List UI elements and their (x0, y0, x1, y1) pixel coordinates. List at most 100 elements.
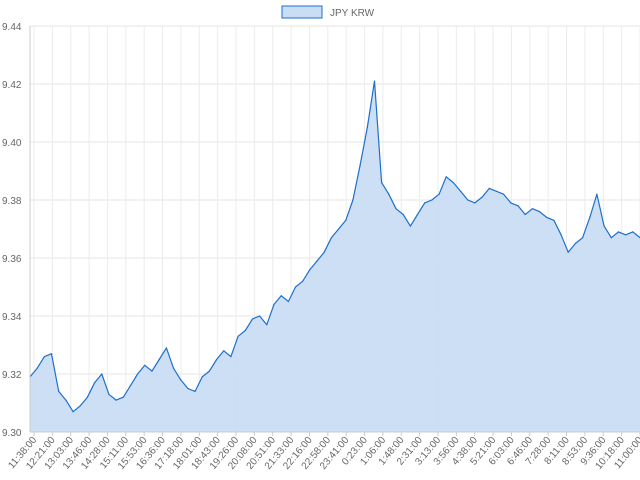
data-point (129, 385, 132, 387)
data-point (50, 353, 53, 355)
data-point (373, 80, 376, 82)
data-point (431, 199, 433, 201)
data-point (460, 190, 462, 192)
data-point (338, 228, 340, 230)
y-tick-label: 9.34 (2, 312, 22, 323)
data-point (251, 318, 254, 320)
legend-swatch (281, 5, 323, 19)
data-point (79, 405, 81, 407)
data-point (531, 208, 534, 210)
data-point (237, 335, 239, 337)
data-point (194, 390, 196, 392)
data-point (165, 347, 167, 349)
y-tick-label: 9.44 (2, 22, 22, 33)
y-tick-label: 9.36 (2, 254, 22, 265)
data-point (524, 213, 526, 216)
data-point (172, 367, 175, 369)
data-point (115, 399, 117, 401)
data-point (424, 202, 426, 204)
data-point (158, 358, 160, 361)
data-point (122, 396, 124, 398)
data-point (474, 202, 476, 204)
data-point (302, 280, 304, 282)
data-point (108, 393, 110, 395)
legend[interactable]: JPY KRW (281, 5, 375, 19)
data-point (625, 234, 627, 236)
data-point (230, 356, 232, 358)
data-point (574, 242, 577, 245)
data-point (216, 358, 218, 361)
data-point (223, 350, 225, 352)
data-point (58, 390, 60, 392)
y-tick-label: 9.38 (2, 196, 22, 207)
y-tick-label: 9.40 (2, 138, 22, 149)
data-point (208, 370, 210, 372)
data-point (560, 234, 562, 236)
data-point (294, 286, 297, 288)
data-point (402, 213, 404, 216)
data-point (266, 324, 268, 326)
data-point (101, 373, 103, 375)
data-point (309, 269, 311, 271)
data-point (416, 213, 419, 216)
data-point (438, 193, 440, 195)
series-area-fill (30, 81, 640, 432)
data-point (481, 196, 483, 198)
data-point (409, 225, 411, 227)
data-point (352, 199, 354, 201)
data-point (330, 237, 332, 239)
data-point (259, 315, 261, 317)
data-point (553, 219, 555, 221)
data-point (589, 216, 591, 218)
data-point (86, 396, 88, 398)
data-point (582, 237, 584, 239)
data-point (503, 193, 505, 195)
data-point (316, 260, 318, 262)
data-point (617, 231, 620, 233)
data-point (495, 190, 498, 192)
y-tick-label: 9.32 (2, 370, 22, 381)
data-point (72, 411, 74, 413)
data-point (596, 193, 598, 195)
y-tick-label: 9.30 (2, 428, 22, 439)
data-point (244, 329, 246, 332)
data-point (323, 251, 325, 253)
data-point (65, 399, 67, 401)
data-point (632, 231, 634, 233)
y-tick-label: 9.42 (2, 80, 22, 91)
data-point (43, 356, 46, 358)
series-line (29, 80, 640, 413)
legend-label: JPY KRW (330, 8, 375, 19)
data-point (395, 208, 397, 210)
data-point (287, 300, 289, 303)
data-point (187, 387, 189, 390)
data-point (610, 237, 612, 239)
data-point (467, 199, 469, 201)
data-point (510, 202, 512, 204)
data-point (603, 225, 605, 227)
data-point (36, 367, 38, 369)
data-point (366, 126, 368, 129)
data-point (452, 182, 454, 184)
series-area (29, 80, 640, 432)
data-point (144, 364, 146, 366)
data-point (567, 251, 569, 253)
data-point (381, 182, 383, 184)
data-point (201, 376, 203, 378)
data-point (180, 379, 182, 381)
data-point (137, 373, 139, 375)
data-point (273, 303, 275, 305)
data-point (280, 295, 282, 297)
data-point (538, 211, 541, 213)
data-point (445, 176, 447, 178)
data-point (94, 382, 96, 384)
data-point (345, 219, 347, 221)
data-point (151, 370, 153, 372)
data-point (388, 193, 390, 195)
data-point (359, 164, 361, 166)
data-point (488, 187, 490, 189)
data-point (546, 216, 548, 218)
data-point (517, 205, 519, 207)
